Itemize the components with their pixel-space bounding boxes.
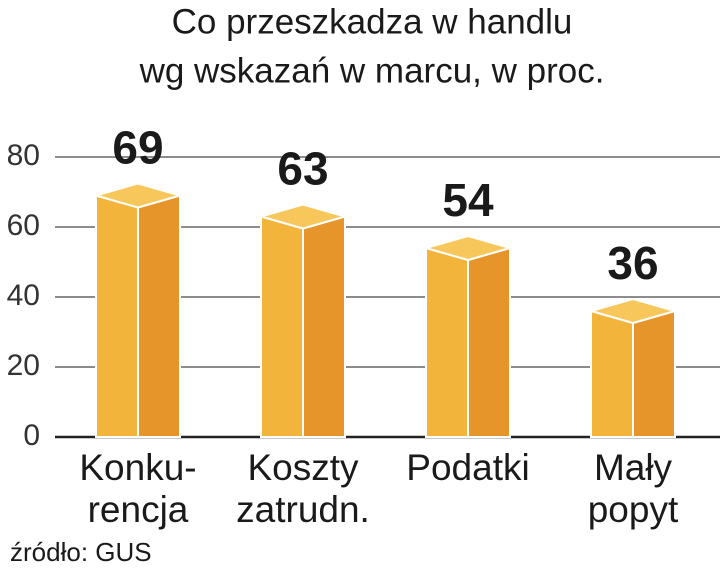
bar-side (467, 246, 511, 438)
value-label: 54 (442, 174, 494, 226)
y-tick-label: 0 (23, 419, 40, 452)
bar (422, 234, 514, 438)
x-tick-label: Konku- (79, 447, 196, 488)
bar-front (590, 309, 634, 438)
y-tick-label: 20 (7, 349, 40, 382)
y-tick-label: 60 (7, 209, 40, 242)
bar (257, 203, 349, 438)
bar-front (260, 215, 304, 438)
value-label: 36 (607, 237, 658, 289)
x-tick-label: popyt (588, 489, 679, 530)
bar-front (95, 194, 139, 438)
chart-title: Co przeszkadza w handlu (172, 2, 573, 41)
bar (92, 182, 184, 438)
chart-title: wg wskazań w marcu, w proc. (139, 51, 605, 90)
bar-top (422, 234, 514, 262)
x-tick-label: Koszty (247, 447, 359, 488)
bar-side (137, 194, 181, 438)
x-tick-label: zatrudn. (236, 489, 370, 530)
value-label: 69 (112, 122, 163, 174)
source: źródło: GUS (10, 537, 152, 567)
bar-side (632, 309, 676, 438)
value-label: 63 (277, 143, 328, 195)
bar-front (425, 246, 469, 438)
bar-side (302, 215, 346, 438)
y-tick-label: 40 (7, 279, 40, 312)
bar-top (257, 203, 349, 230)
bar-top (92, 182, 184, 209)
x-tick-label: rencja (88, 489, 189, 530)
y-tick-label: 80 (7, 139, 40, 172)
x-tick-label: Mały (594, 447, 673, 488)
bar (587, 297, 679, 438)
x-tick-label: Podatki (406, 447, 529, 488)
bar-top (587, 297, 679, 325)
